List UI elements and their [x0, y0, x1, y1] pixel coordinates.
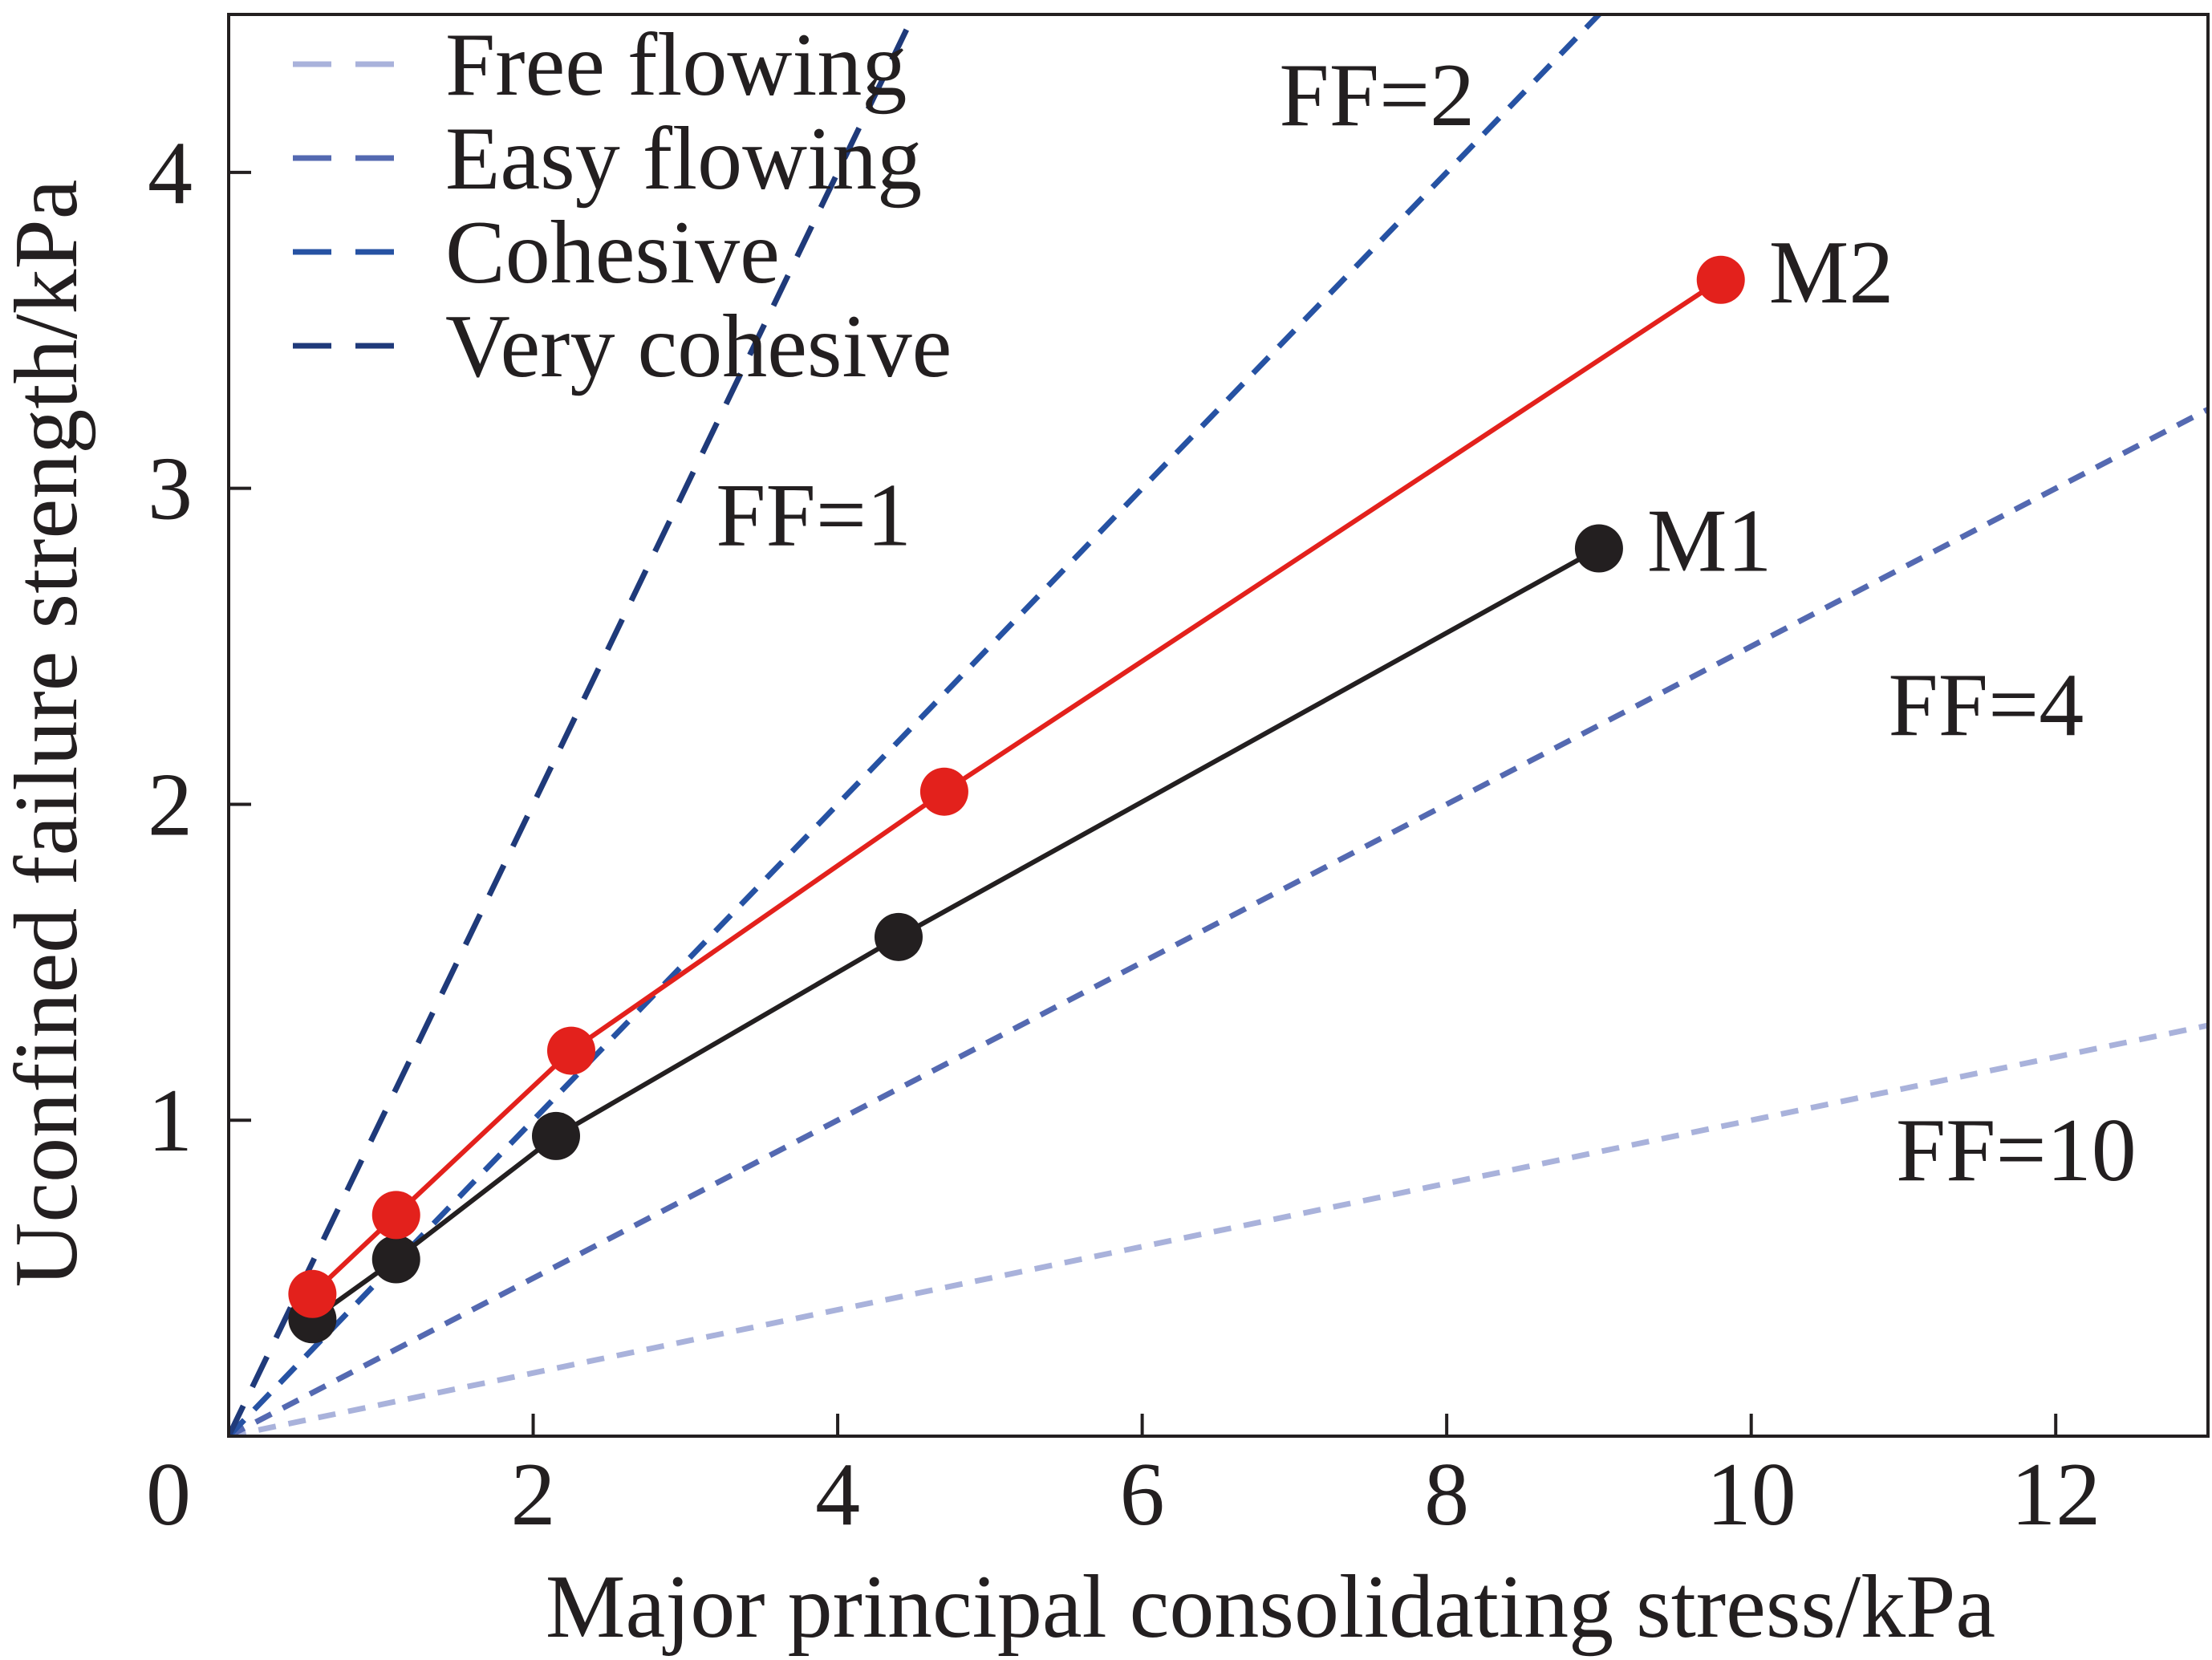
data-point-m2	[919, 767, 968, 816]
x-tick-label: 0	[146, 1445, 191, 1544]
series-lines	[310, 278, 1723, 1321]
series-line-m2	[310, 278, 1723, 1296]
y-tick-label: 1	[148, 1071, 193, 1171]
data-point-m1	[874, 912, 923, 961]
data-point-m1	[371, 1235, 420, 1284]
x-axis-ticks: 0 2 4 6 8 10 12	[146, 1414, 2100, 1544]
y-axis-ticks: 1 2 3 4	[148, 124, 251, 1171]
data-point-m2	[1696, 255, 1745, 304]
y-tick-label: 3	[148, 440, 193, 539]
x-tick-label: 2	[511, 1445, 556, 1544]
legend-label: Very cohesive	[445, 297, 952, 396]
ref-label-ff10: FF=10	[1896, 1101, 2137, 1200]
legend-label: Easy flowing	[445, 109, 922, 209]
y-tick-label: 2	[148, 755, 193, 854]
data-point-m2	[371, 1191, 420, 1240]
series-label-m1: M1	[1647, 491, 1772, 591]
data-point-m1	[1574, 524, 1623, 573]
ref-label-ff1: FF=1	[716, 466, 911, 566]
plot-area-frame	[227, 13, 2210, 1438]
x-axis-title: Major principal consolidating stress/kPa	[546, 1557, 1995, 1657]
series-points	[288, 255, 1745, 1344]
x-tick-label: 6	[1120, 1445, 1165, 1544]
x-tick-label: 4	[815, 1445, 860, 1544]
legend-label: Free flowing	[445, 15, 907, 115]
x-tick-label: 12	[2011, 1445, 2100, 1544]
series-label-m2: M2	[1769, 223, 1894, 323]
y-tick-label: 4	[148, 124, 193, 223]
data-point-m1	[532, 1111, 581, 1160]
y-axis-title: Uconfined failure strength/kPa	[0, 180, 96, 1288]
x-tick-label: 10	[1707, 1445, 1796, 1544]
data-point-m2	[546, 1026, 595, 1075]
ref-label-ff2: FF=2	[1279, 46, 1475, 145]
reference-lines	[229, 14, 2208, 1436]
ref-label-ff4: FF=4	[1888, 655, 2084, 755]
data-point-m2	[288, 1269, 337, 1318]
x-tick-label: 8	[1424, 1445, 1469, 1544]
series-line-m1	[310, 546, 1601, 1321]
annotations: M1 M2 FF=10 FF=4 FF=2 FF=1	[716, 46, 2136, 1200]
ref-line-ff4	[229, 407, 2208, 1436]
legend-label: Cohesive	[445, 203, 780, 302]
ref-line-ff10	[229, 1022, 2208, 1436]
